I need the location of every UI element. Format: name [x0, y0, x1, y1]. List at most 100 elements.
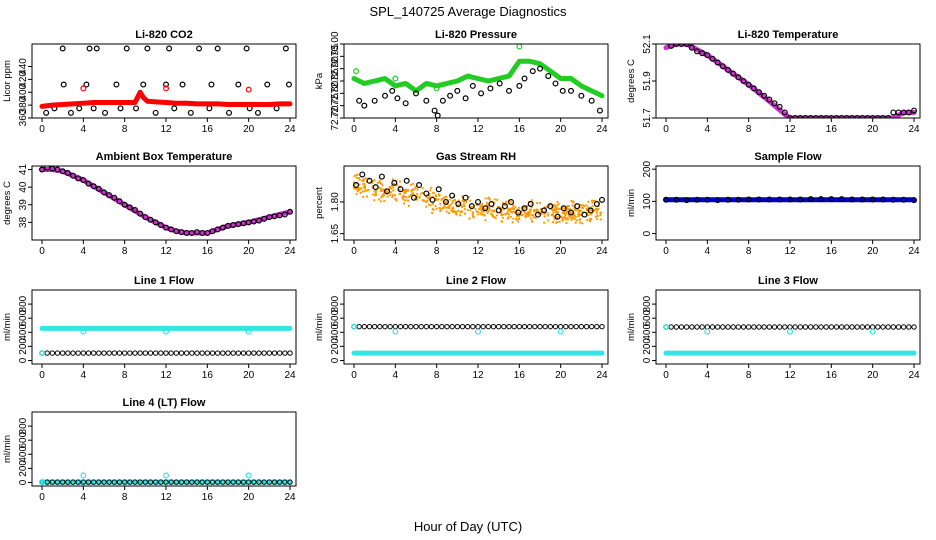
- minute-point: [399, 180, 402, 183]
- data-point: [382, 323, 388, 330]
- minute-point: [362, 185, 365, 188]
- data-point: [38, 350, 45, 357]
- x-tick-label: 24: [284, 246, 296, 257]
- y-tick-label: 52.1: [642, 34, 653, 54]
- minute-point: [411, 192, 414, 195]
- minute-point: [451, 210, 454, 213]
- minute-point: [557, 202, 560, 205]
- data-point: [573, 323, 579, 330]
- y-tick-label: 200: [642, 338, 653, 355]
- data-point: [69, 172, 76, 179]
- data-point: [848, 196, 855, 203]
- minute-point: [586, 209, 589, 212]
- data-point: [378, 173, 385, 180]
- data-point: [204, 479, 211, 485]
- x-tick-label: 0: [39, 492, 45, 503]
- plot-area: [663, 44, 917, 118]
- minute-point: [577, 215, 580, 218]
- x-tick-label: 4: [705, 246, 711, 257]
- minute-point: [531, 203, 534, 206]
- data-point: [786, 328, 793, 335]
- data-point: [140, 81, 147, 88]
- minute-point: [488, 198, 491, 201]
- minute-point: [474, 208, 477, 211]
- minute-point: [529, 208, 532, 211]
- minute-point: [564, 214, 567, 217]
- minute-point: [420, 192, 423, 195]
- minute-point: [504, 213, 507, 216]
- y-tick-label: 600: [330, 309, 341, 326]
- x-tick-label: 20: [243, 492, 255, 503]
- data-point: [251, 479, 257, 485]
- data-point: [214, 479, 221, 485]
- data-point: [554, 213, 561, 220]
- minute-point: [536, 202, 539, 205]
- minute-point: [402, 194, 405, 197]
- data-point: [366, 177, 373, 184]
- data-point: [133, 105, 140, 112]
- data-point: [266, 479, 273, 485]
- data-point: [797, 196, 804, 203]
- series-data: [668, 44, 917, 118]
- data-point: [761, 324, 767, 330]
- data-point: [745, 81, 752, 88]
- minute-point: [564, 217, 567, 220]
- minute-point: [355, 174, 358, 177]
- y-tick-label: 200: [330, 338, 341, 355]
- minute-point: [565, 222, 568, 225]
- data-point: [751, 324, 757, 330]
- data-point: [75, 479, 81, 485]
- y-tick-label: 72.70: [330, 105, 341, 130]
- data-point: [439, 97, 446, 104]
- minute-point: [373, 194, 376, 197]
- y-tick-label: 200: [642, 160, 653, 177]
- data-point: [838, 196, 845, 203]
- x-tick-label: 24: [908, 124, 920, 135]
- data-point: [225, 479, 231, 485]
- minute-point: [507, 216, 510, 219]
- data-point: [828, 324, 835, 330]
- data-point: [828, 196, 835, 203]
- x-tick-label: 20: [243, 124, 255, 135]
- minute-point: [591, 199, 594, 202]
- data-point: [356, 323, 362, 330]
- data-point: [392, 323, 399, 330]
- minute-point: [566, 218, 569, 221]
- minute-point: [453, 210, 456, 213]
- data-point: [578, 92, 585, 99]
- data-point: [854, 324, 860, 330]
- plot-frame: [655, 165, 921, 241]
- data-point: [351, 323, 358, 330]
- panel-4: Gas Stream RH percent 0 4 8 12 16 20 24 1.65 1.80: [314, 151, 609, 257]
- data-point: [911, 324, 917, 330]
- minute-point: [480, 210, 483, 213]
- data-point: [83, 81, 90, 88]
- minute-point: [572, 212, 575, 215]
- minute-point: [558, 220, 561, 223]
- data-point: [875, 324, 881, 330]
- minute-point: [556, 216, 559, 219]
- data-point: [245, 479, 252, 485]
- panel-title: Line 4 (LT) Flow: [123, 397, 206, 409]
- y-axis-label: ml/min: [314, 313, 325, 341]
- y-tick-label: 380: [18, 96, 29, 113]
- minute-point: [388, 185, 391, 188]
- minute-point: [379, 187, 382, 190]
- minute-point: [374, 192, 377, 195]
- y-tick-label: 800: [18, 417, 29, 434]
- data-point: [833, 324, 840, 330]
- x-tick-label: 20: [867, 246, 879, 257]
- minute-point: [543, 221, 546, 224]
- data-point: [43, 109, 50, 116]
- data-point: [511, 323, 517, 330]
- minute-point: [476, 213, 479, 216]
- data-point: [256, 479, 262, 485]
- data-point: [688, 44, 695, 51]
- minute-point: [588, 220, 591, 223]
- minute-point: [455, 210, 458, 213]
- y-tick-label: 40: [18, 181, 29, 193]
- data-point: [281, 211, 288, 218]
- data-point: [683, 324, 690, 330]
- data-point: [668, 44, 675, 49]
- data-point: [127, 350, 133, 356]
